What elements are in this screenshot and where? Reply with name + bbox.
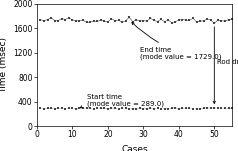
X-axis label: Cases: Cases: [121, 145, 148, 151]
Text: Start time
(mode value = 289.0): Start time (mode value = 289.0): [80, 94, 164, 108]
Text: Rod drop time: Rod drop time: [217, 59, 238, 65]
Text: End time
(mode value = 1729.0): End time (mode value = 1729.0): [132, 22, 221, 60]
Y-axis label: Time (msec): Time (msec): [0, 37, 8, 93]
